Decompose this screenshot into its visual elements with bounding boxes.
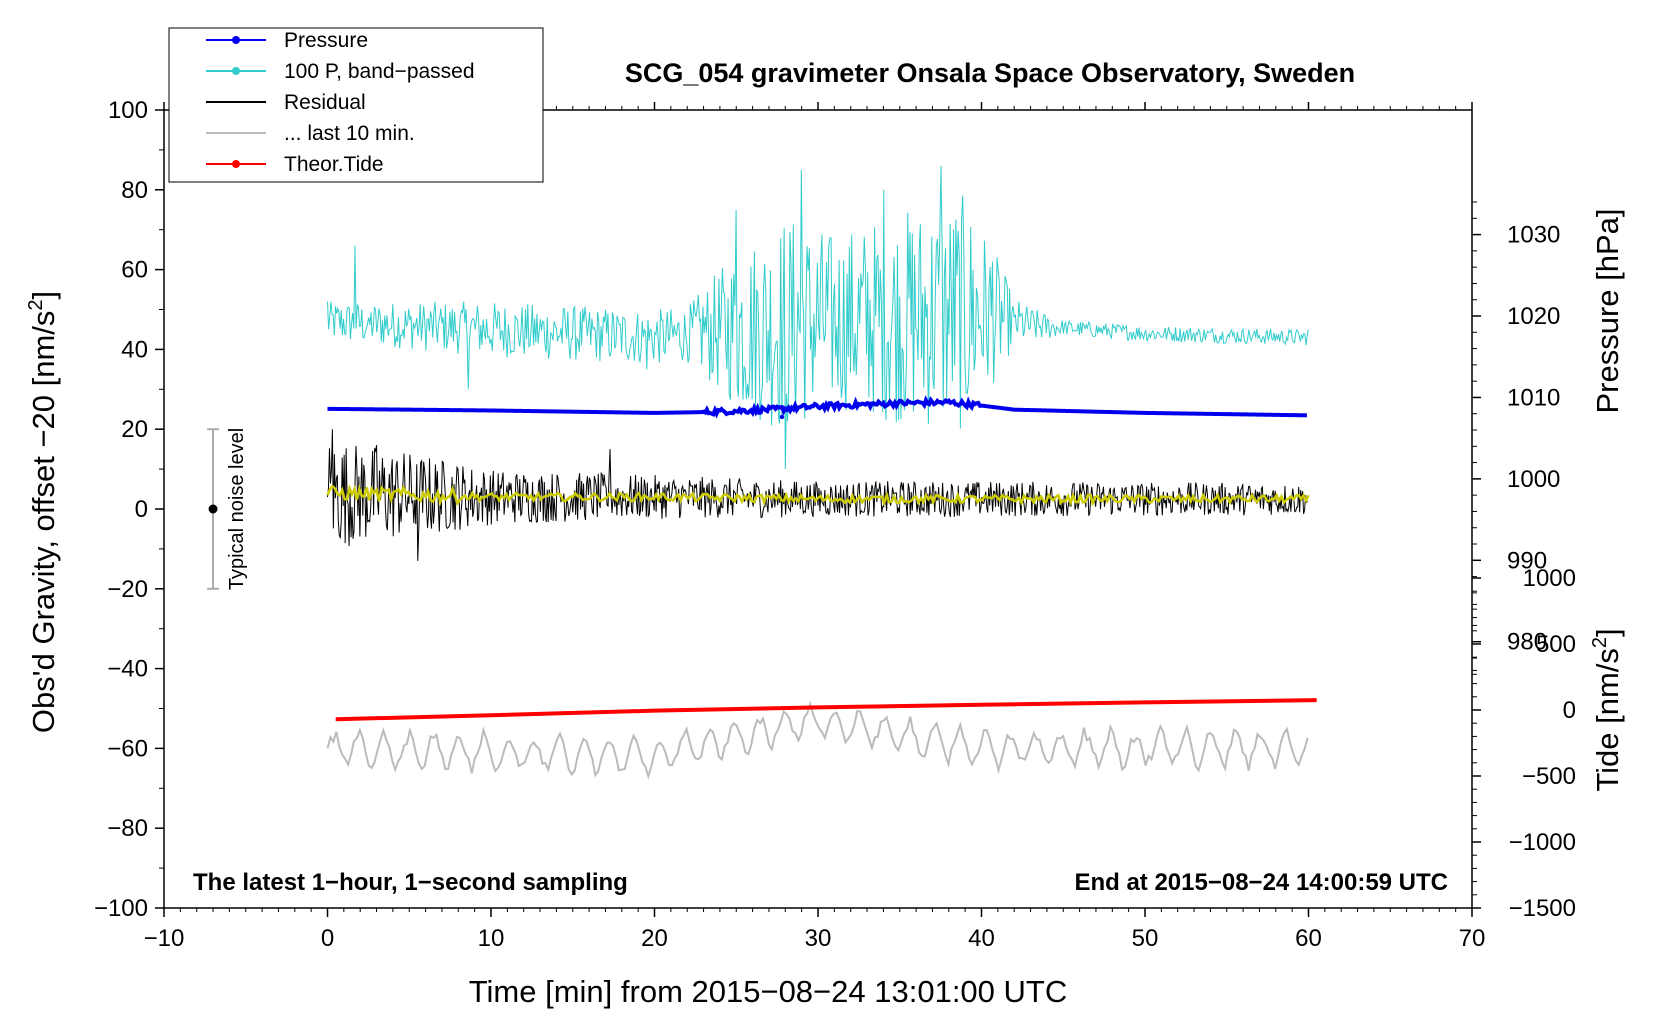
legend-label: 100 P, band−passed bbox=[284, 60, 475, 83]
pressure-tick-label: 980 bbox=[1507, 629, 1547, 656]
tide-tick-label: −1500 bbox=[1509, 895, 1576, 922]
annotation-latest-hour: The latest 1−hour, 1−second sampling bbox=[193, 869, 628, 896]
legend-entry: Theor.Tide bbox=[206, 153, 384, 176]
tide-axis-title: Tide [nm/s2] bbox=[1589, 628, 1625, 791]
y-tick-label: −80 bbox=[107, 815, 148, 842]
legend-label: ... last 10 min. bbox=[284, 122, 415, 145]
y-tick-label: 80 bbox=[121, 177, 148, 204]
tide-tick-label: −500 bbox=[1522, 763, 1576, 790]
x-tick-label: 50 bbox=[1132, 925, 1159, 952]
pressure-tick-label: 1000 bbox=[1507, 466, 1560, 493]
noise-level-label: Typical noise level bbox=[226, 428, 248, 590]
x-tick-label: 60 bbox=[1295, 925, 1322, 952]
legend-entry: 100 P, band−passed bbox=[206, 60, 475, 83]
tide-tick-label: 1000 bbox=[1523, 565, 1576, 592]
annotation-end-time: End at 2015−08−24 14:00:59 UTC bbox=[1074, 869, 1448, 896]
pressure-tick-label: 1020 bbox=[1507, 303, 1560, 330]
legend-entry: Residual bbox=[206, 91, 366, 114]
noise-indicator: Typical noise level bbox=[207, 428, 248, 590]
series-last-10-min bbox=[326, 700, 1309, 780]
tide-tick-label: −1000 bbox=[1509, 829, 1576, 856]
y-tick-label: −100 bbox=[94, 895, 148, 922]
legend-label: Residual bbox=[284, 91, 366, 114]
y-tick-label: 100 bbox=[108, 97, 148, 124]
tide-tick-label: 0 bbox=[1563, 697, 1576, 724]
pressure-tick-label: 1030 bbox=[1507, 222, 1560, 249]
legend-entries: Pressure 100 P, band−passed Residual ... la… bbox=[206, 29, 475, 176]
legend-label: Pressure bbox=[284, 29, 368, 52]
x-tick-label: 10 bbox=[478, 925, 505, 952]
noise-level-marker bbox=[208, 504, 218, 514]
y-tick-label: 40 bbox=[121, 336, 148, 363]
y-tick-label: −60 bbox=[107, 735, 148, 762]
axes-layer: −10 0 10 20 30 40 50 60 70−100−80−60−40−20020406… bbox=[94, 97, 1576, 952]
legend: Pressure 100 P, band−passed Residual ... la… bbox=[168, 27, 544, 183]
x-tick-label: 20 bbox=[641, 925, 668, 952]
legend-marker bbox=[232, 36, 240, 44]
x-tick-label: 70 bbox=[1459, 925, 1486, 952]
legend-entry: ... last 10 min. bbox=[206, 122, 415, 145]
chart-title: SCG_054 gravimeter Onsala Space Observat… bbox=[625, 58, 1355, 88]
pressure-tick-label: 990 bbox=[1507, 547, 1547, 574]
series-theoretical-tide bbox=[335, 698, 1317, 722]
series-residual-smoothed bbox=[326, 484, 1310, 507]
tide-tick-label: 500 bbox=[1536, 631, 1576, 658]
series-layer bbox=[326, 165, 1317, 780]
y-tick-label: 0 bbox=[135, 496, 148, 523]
pressure-axis-title: Pressure [hPa] bbox=[1590, 208, 1625, 413]
y-axis-title: Obs'd Gravity, offset −20 [nm/s2] bbox=[25, 291, 61, 733]
x-tick-label: 0 bbox=[321, 925, 334, 952]
legend-marker bbox=[232, 67, 240, 75]
series-band-passed-pressure bbox=[327, 165, 1309, 470]
series-pressure bbox=[327, 395, 1307, 419]
y-tick-label: 20 bbox=[121, 416, 148, 443]
series-residual bbox=[327, 429, 1308, 561]
x-tick-label: 30 bbox=[805, 925, 832, 952]
y-tick-label: −40 bbox=[107, 656, 148, 683]
legend-entry: Pressure bbox=[206, 29, 368, 52]
pressure-tick-label: 1010 bbox=[1507, 384, 1560, 411]
x-tick-label: 40 bbox=[968, 925, 995, 952]
legend-box bbox=[168, 27, 544, 183]
pressure-point bbox=[779, 414, 785, 420]
x-tick-label: −10 bbox=[144, 925, 185, 952]
legend-marker bbox=[232, 160, 240, 168]
y-tick-label: −20 bbox=[107, 576, 148, 603]
x-axis-title: Time [min] from 2015−08−24 13:01:00 UTC bbox=[469, 974, 1068, 1009]
legend-label: Theor.Tide bbox=[284, 153, 384, 176]
y-tick-label: 60 bbox=[121, 257, 148, 284]
